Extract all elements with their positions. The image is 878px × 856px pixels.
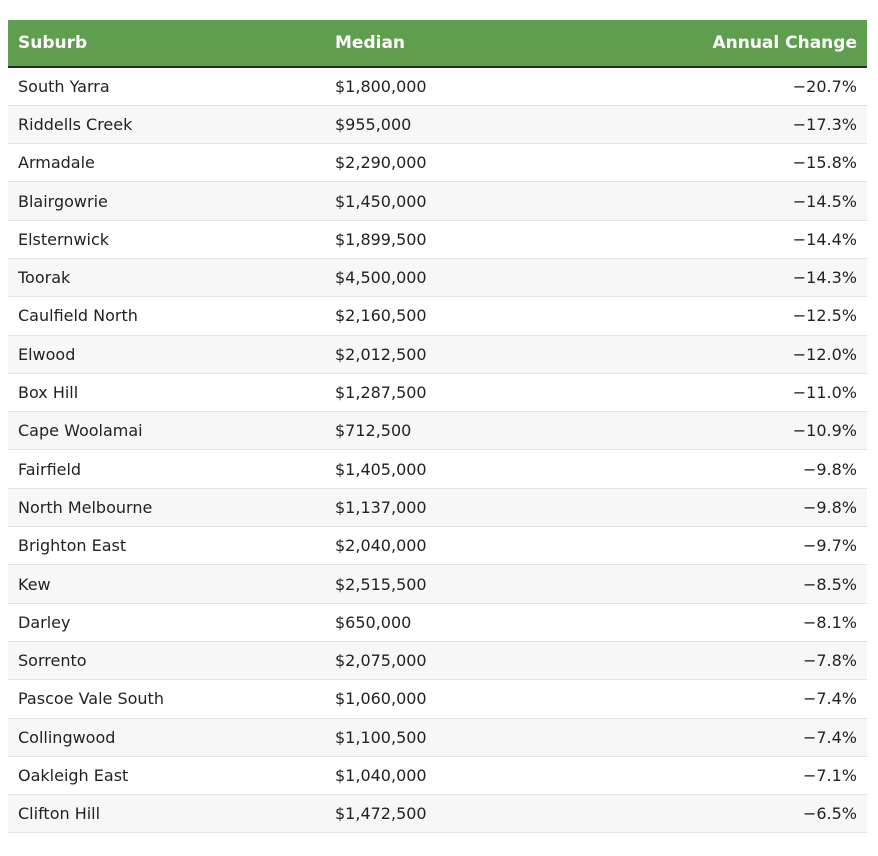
table-row: Elwood $2,012,500 −12.0% [8, 335, 867, 374]
cell-suburb: Elsternwick [18, 229, 110, 249]
cell-suburb: Elwood [18, 344, 76, 364]
cell-median: $1,472,500 [335, 804, 427, 824]
cell-suburb: Blairgowrie [18, 191, 108, 211]
cell-median: $1,060,000 [335, 689, 427, 709]
cell-suburb: Clifton Hill [18, 804, 101, 824]
cell-annual-change: −11.0% [792, 383, 857, 403]
table-row: Riddells Creek $955,000 −17.3% [8, 105, 867, 144]
table-row: Blairgowrie $1,450,000 −14.5% [8, 181, 867, 221]
cell-suburb: Collingwood [18, 727, 116, 747]
table-container: Suburb Median Annual Change South Yarra $… [8, 20, 867, 833]
cell-median: $2,040,000 [335, 536, 427, 556]
suburb-median-table: Suburb Median Annual Change South Yarra $… [8, 20, 867, 833]
table-row: Collingwood $1,100,500 −7.4% [8, 718, 867, 757]
cell-annual-change: −12.0% [792, 344, 857, 364]
cell-suburb: South Yarra [18, 76, 110, 96]
cell-median: $955,000 [335, 114, 412, 134]
cell-median: $712,500 [335, 421, 412, 441]
table-row: Brighton East $2,040,000 −9.7% [8, 526, 867, 565]
cell-suburb: Riddells Creek [18, 114, 133, 134]
cell-annual-change: −14.4% [792, 229, 857, 249]
table-row: Caulfield North $2,160,500 −12.5% [8, 296, 867, 336]
table-row: Darley $650,000 −8.1% [8, 603, 867, 642]
header-row: Suburb Median Annual Change [8, 20, 867, 68]
cell-suburb: Caulfield North [18, 306, 138, 326]
column-header-annual-change: Annual Change [625, 20, 867, 68]
cell-annual-change: −8.5% [802, 574, 857, 594]
table-row: Sorrento $2,075,000 −7.8% [8, 641, 867, 680]
cell-annual-change: −14.3% [792, 268, 857, 288]
cell-median: $1,137,000 [335, 497, 427, 517]
cell-median: $2,075,000 [335, 651, 427, 671]
table-row: South Yarra $1,800,000 −20.7% [8, 67, 867, 106]
column-header-median: Median [325, 20, 625, 68]
cell-annual-change: −7.1% [802, 765, 857, 785]
cell-annual-change: −17.3% [792, 114, 857, 134]
table-row: Toorak $4,500,000 −14.3% [8, 258, 867, 297]
cell-median: $650,000 [335, 612, 412, 632]
cell-median: $1,450,000 [335, 191, 427, 211]
table-body: South Yarra $1,800,000 −20.7% Riddells Cree… [8, 67, 867, 833]
table-row: North Melbourne $1,137,000 −9.8% [8, 488, 867, 527]
cell-median: $4,500,000 [335, 268, 427, 288]
cell-suburb: Brighton East [18, 536, 127, 556]
table-row: Elsternwick $1,899,500 −14.4% [8, 220, 867, 259]
cell-median: $1,040,000 [335, 765, 427, 785]
cell-suburb: Cape Woolamai [18, 421, 143, 441]
cell-suburb: Oakleigh East [18, 765, 129, 785]
cell-suburb: Darley [18, 612, 71, 632]
cell-annual-change: −9.8% [802, 497, 857, 517]
column-header-suburb: Suburb [8, 20, 325, 68]
table-row: Oakleigh East $1,040,000 −7.1% [8, 756, 867, 795]
cell-suburb: North Melbourne [18, 497, 153, 517]
table-row: Armadale $2,290,000 −15.8% [8, 143, 867, 182]
cell-median: $1,405,000 [335, 459, 427, 479]
cell-annual-change: −15.8% [792, 153, 857, 173]
cell-annual-change: −7.8% [802, 651, 857, 671]
cell-suburb: Kew [18, 574, 51, 594]
cell-median: $1,800,000 [335, 76, 427, 96]
cell-annual-change: −8.1% [802, 612, 857, 632]
cell-annual-change: −6.5% [802, 804, 857, 824]
cell-annual-change: −20.7% [792, 76, 857, 96]
table-header: Suburb Median Annual Change [8, 20, 867, 68]
cell-suburb: Pascoe Vale South [18, 689, 164, 709]
cell-annual-change: −12.5% [792, 306, 857, 326]
cell-suburb: Fairfield [18, 459, 82, 479]
cell-suburb: Armadale [18, 153, 95, 173]
cell-median: $2,290,000 [335, 153, 427, 173]
cell-median: $2,012,500 [335, 344, 427, 364]
table-row: Kew $2,515,500 −8.5% [8, 564, 867, 604]
table-row: Cape Woolamai $712,500 −10.9% [8, 411, 867, 450]
cell-median: $2,160,500 [335, 306, 427, 326]
cell-suburb: Box Hill [18, 383, 79, 403]
table-row: Pascoe Vale South $1,060,000 −7.4% [8, 679, 867, 719]
cell-annual-change: −10.9% [792, 421, 857, 441]
cell-annual-change: −9.8% [802, 459, 857, 479]
cell-median: $2,515,500 [335, 574, 427, 594]
cell-median: $1,100,500 [335, 727, 427, 747]
cell-suburb: Sorrento [18, 651, 87, 671]
cell-annual-change: −7.4% [802, 727, 857, 747]
cell-annual-change: −9.7% [802, 536, 857, 556]
cell-median: $1,287,500 [335, 383, 427, 403]
cell-annual-change: −14.5% [792, 191, 857, 211]
cell-median: $1,899,500 [335, 229, 427, 249]
cell-suburb: Toorak [18, 268, 71, 288]
table-row: Box Hill $1,287,500 −11.0% [8, 373, 867, 412]
cell-annual-change: −7.4% [802, 689, 857, 709]
table-row: Fairfield $1,405,000 −9.8% [8, 449, 867, 489]
table-row: Clifton Hill $1,472,500 −6.5% [8, 794, 867, 833]
